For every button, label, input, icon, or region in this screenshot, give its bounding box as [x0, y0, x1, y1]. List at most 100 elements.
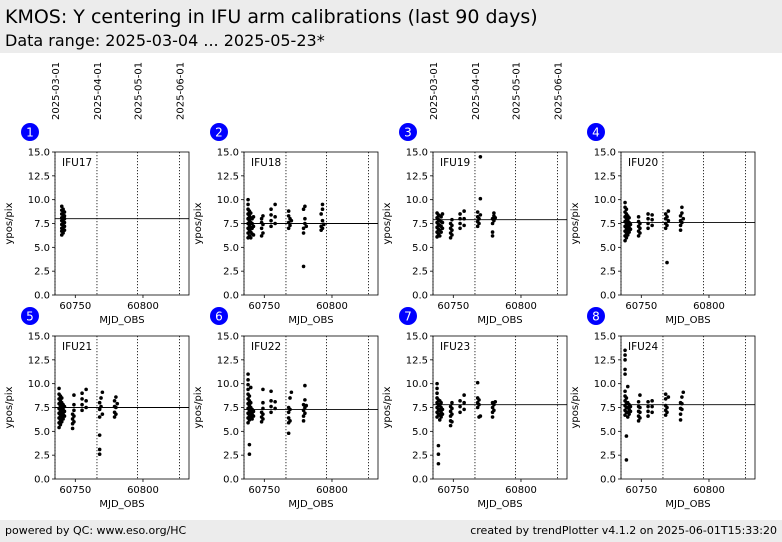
data-point — [62, 216, 67, 221]
panel-number-badge — [399, 123, 417, 141]
data-point — [251, 233, 256, 237]
ifu-label: IFU19 — [440, 157, 470, 169]
data-point — [475, 380, 480, 385]
data-point — [246, 197, 250, 202]
ifu-panel: 2025-03-01 2025-04-01 2025-05-01 2025-06-01… — [4, 62, 190, 326]
y-tick-label: 5.0 — [34, 243, 50, 254]
y-tick-label: 0.0 — [223, 475, 239, 486]
y-axis-label: ypos/pix — [382, 386, 393, 428]
plot-frame — [432, 151, 568, 296]
data-point — [261, 412, 265, 416]
y-tick-label: 5.0 — [223, 427, 239, 438]
data-point — [440, 212, 445, 216]
y-tick-label: 15.0 — [217, 332, 239, 343]
data-point — [70, 417, 75, 421]
data-point — [665, 260, 669, 265]
y-tick-label: 5.0 — [600, 243, 616, 254]
data-point — [269, 218, 273, 223]
y-tick-label: 12.5 — [406, 355, 428, 366]
data-point — [450, 217, 454, 222]
y-tick-label: 0.0 — [34, 291, 50, 302]
data-point — [303, 383, 307, 388]
panel-number-badge — [210, 307, 228, 325]
data-point — [638, 405, 642, 410]
date-tick-label: 2025-03-01 — [51, 62, 62, 120]
date-tick-label: 2025-06-01 — [554, 62, 565, 120]
x-tick-label: 60800 — [316, 301, 348, 312]
y-tick-label: 0.0 — [34, 475, 50, 486]
y-tick-label: 5.0 — [412, 243, 428, 254]
data-point — [625, 233, 630, 237]
data-point — [665, 223, 669, 228]
data-point — [248, 211, 253, 215]
data-point — [57, 386, 61, 391]
y-axis-label: ypos/pix — [193, 386, 204, 428]
data-point — [623, 200, 627, 205]
data-point — [462, 209, 466, 213]
data-point — [458, 399, 462, 403]
data-point — [458, 404, 462, 409]
y-tick-label: 10.0 — [406, 379, 428, 390]
data-point — [680, 205, 684, 210]
data-point — [84, 399, 88, 403]
panel-number: 7 — [404, 310, 412, 324]
data-point — [72, 402, 76, 407]
x-tick-label: 60750 — [59, 301, 91, 312]
y-tick-label: 10.0 — [28, 379, 50, 390]
data-point — [80, 397, 84, 401]
data-point — [663, 226, 668, 231]
page-title: KMOS: Y centering in IFU arm calibration… — [5, 6, 538, 28]
data-point — [478, 213, 483, 217]
data-point — [628, 227, 633, 232]
data-point — [436, 452, 441, 457]
data-point — [301, 231, 306, 235]
y-tick-label: 2.5 — [600, 451, 616, 462]
data-point — [269, 207, 273, 211]
ifu-label: IFU22 — [251, 341, 281, 353]
data-point — [72, 393, 76, 397]
data-point — [80, 408, 84, 413]
data-point — [624, 396, 629, 400]
data-point — [100, 390, 105, 395]
y-tick-label: 15.0 — [217, 148, 239, 159]
data-point — [638, 226, 642, 231]
data-point — [62, 404, 67, 409]
data-point — [638, 410, 642, 415]
data-point — [261, 400, 265, 405]
data-point — [450, 233, 454, 237]
data-point — [84, 387, 88, 392]
data-point — [646, 221, 650, 226]
data-point — [625, 415, 630, 419]
footer-bar: powered by QC: www.eso.org/HC created by… — [0, 520, 782, 542]
data-point — [628, 404, 633, 409]
x-tick-label: 60800 — [693, 485, 725, 496]
data-point — [248, 385, 253, 390]
y-tick-label: 0.0 — [600, 291, 616, 302]
data-point — [250, 417, 254, 421]
x-axis-label: MJD_OBS — [288, 499, 333, 510]
data-point — [269, 224, 273, 229]
data-point — [269, 389, 273, 394]
data-point — [114, 395, 118, 399]
data-point — [450, 400, 454, 405]
panel-number: 4 — [592, 126, 600, 140]
data-point — [303, 204, 307, 209]
data-point — [303, 398, 307, 402]
data-point — [301, 408, 306, 413]
data-point — [97, 433, 102, 437]
y-tick-label: 0.0 — [223, 291, 239, 302]
panel-number: 8 — [592, 310, 600, 324]
data-point — [646, 404, 650, 409]
data-point — [450, 412, 454, 416]
data-point — [261, 387, 265, 392]
data-point — [450, 406, 454, 411]
data-point — [477, 221, 481, 226]
data-point — [259, 420, 264, 424]
data-point — [680, 401, 684, 406]
data-point — [628, 222, 633, 227]
data-point — [478, 196, 483, 201]
data-point — [680, 407, 684, 412]
data-point — [475, 224, 480, 229]
data-point — [59, 420, 64, 424]
y-tick-label: 15.0 — [406, 148, 428, 159]
